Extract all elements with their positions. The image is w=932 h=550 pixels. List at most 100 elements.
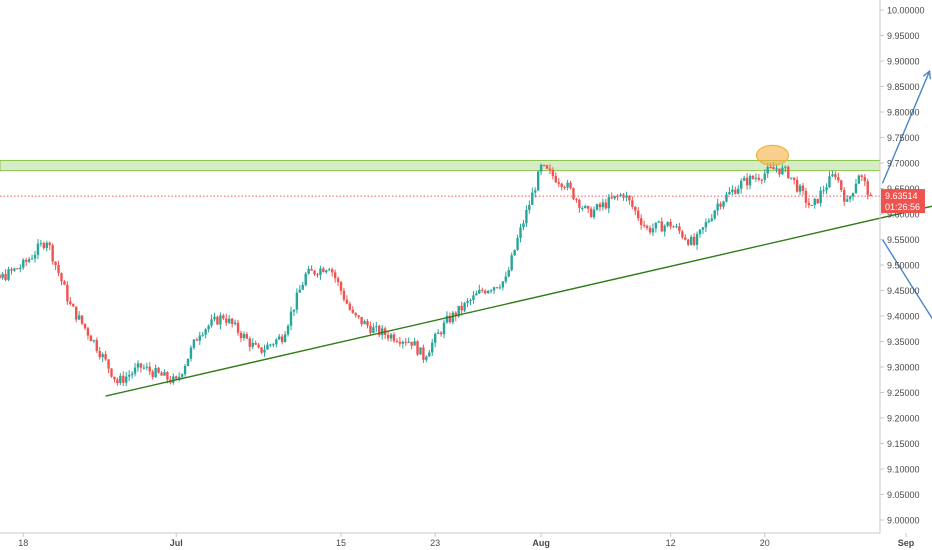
candlestick[interactable] xyxy=(619,193,622,197)
candlestick[interactable] xyxy=(857,174,861,184)
candlestick[interactable] xyxy=(713,209,716,221)
candlestick[interactable] xyxy=(678,222,681,235)
candlestick[interactable] xyxy=(681,230,684,240)
candlestick[interactable] xyxy=(419,347,422,355)
candlestick[interactable] xyxy=(157,367,160,374)
candlestick[interactable] xyxy=(166,371,169,384)
candlestick[interactable] xyxy=(822,185,825,195)
candlestick[interactable] xyxy=(189,345,193,362)
candlestick[interactable] xyxy=(792,177,796,185)
candlestick[interactable] xyxy=(372,323,375,334)
candlestick[interactable] xyxy=(431,339,434,356)
candlestick[interactable] xyxy=(416,340,419,357)
candlestick[interactable] xyxy=(42,241,46,250)
candlestick[interactable] xyxy=(304,271,307,287)
candlestick[interactable] xyxy=(298,285,302,293)
candlestick[interactable] xyxy=(33,250,37,263)
candlestick[interactable] xyxy=(654,222,658,233)
candlestick[interactable] xyxy=(575,197,578,203)
candlestick[interactable] xyxy=(22,258,25,270)
candlestick[interactable] xyxy=(834,171,837,180)
candlestick[interactable] xyxy=(260,347,263,355)
candlestick[interactable] xyxy=(57,260,60,277)
candlestick[interactable] xyxy=(113,376,116,383)
candlestick[interactable] xyxy=(828,171,831,188)
candlestick[interactable] xyxy=(845,195,849,202)
candlestick[interactable] xyxy=(280,334,284,345)
candlestick[interactable] xyxy=(592,206,596,220)
candlestick[interactable] xyxy=(80,315,84,326)
candlestick[interactable] xyxy=(10,267,13,275)
candlestick[interactable] xyxy=(787,165,790,179)
candlestick[interactable] xyxy=(854,178,858,194)
candlestick[interactable] xyxy=(448,312,452,324)
highlight-ellipse[interactable] xyxy=(755,144,790,166)
candlestick[interactable] xyxy=(254,340,257,346)
candlestick[interactable] xyxy=(404,338,407,346)
candlestick[interactable] xyxy=(322,266,325,273)
candlestick[interactable] xyxy=(651,223,655,237)
candlestick[interactable] xyxy=(684,234,687,241)
candlestick[interactable] xyxy=(122,371,125,387)
candlestick[interactable] xyxy=(328,267,331,271)
candlestick[interactable] xyxy=(89,334,93,342)
candlestick[interactable] xyxy=(130,371,134,379)
candlestick[interactable] xyxy=(763,169,766,183)
candlestick[interactable] xyxy=(831,170,834,178)
candlestick[interactable] xyxy=(484,289,487,295)
candlestick[interactable] xyxy=(342,287,346,302)
candlestick[interactable] xyxy=(554,172,558,184)
candlestick[interactable] xyxy=(813,197,816,209)
candlestick[interactable] xyxy=(425,355,428,363)
candlestick[interactable] xyxy=(737,185,740,195)
candlestick[interactable] xyxy=(283,331,287,343)
candlestick[interactable] xyxy=(401,340,405,349)
candlestick[interactable] xyxy=(210,314,213,328)
candlestick[interactable] xyxy=(172,373,175,385)
candlestick[interactable] xyxy=(507,266,510,278)
candlestick[interactable] xyxy=(528,200,531,214)
candlestick[interactable] xyxy=(24,257,28,267)
candlestick[interactable] xyxy=(557,178,560,188)
candlestick[interactable] xyxy=(104,350,107,361)
candlestick[interactable] xyxy=(125,371,128,387)
candlestick[interactable] xyxy=(742,175,746,182)
candlestick[interactable] xyxy=(222,313,225,321)
candlestick[interactable] xyxy=(139,363,143,373)
candlestick[interactable] xyxy=(407,337,410,344)
candlestick[interactable] xyxy=(489,289,493,294)
candlestick[interactable] xyxy=(289,306,293,331)
candlestick[interactable] xyxy=(145,362,149,371)
candlestick[interactable] xyxy=(486,289,490,294)
candlestick[interactable] xyxy=(460,301,463,316)
candlestick[interactable] xyxy=(433,332,437,348)
candlestick[interactable] xyxy=(386,330,390,342)
candlestick[interactable] xyxy=(613,195,616,201)
candlestick[interactable] xyxy=(563,185,566,190)
candlestick[interactable] xyxy=(469,298,472,306)
candlestick[interactable] xyxy=(522,219,525,231)
candlestick[interactable] xyxy=(707,218,711,224)
candlestick[interactable] xyxy=(333,269,337,283)
candlestick[interactable] xyxy=(177,372,181,382)
candlestick[interactable] xyxy=(801,182,805,196)
candlestick[interactable] xyxy=(695,231,699,250)
candlestick[interactable] xyxy=(778,168,781,178)
candlestick[interactable] xyxy=(648,225,652,235)
candlestick[interactable] xyxy=(610,192,613,200)
candlestick[interactable] xyxy=(313,269,316,276)
candlestick[interactable] xyxy=(569,180,572,190)
candlestick[interactable] xyxy=(675,223,678,229)
candlestick[interactable] xyxy=(7,266,10,282)
candlestick[interactable] xyxy=(560,182,563,191)
candlestick[interactable] xyxy=(295,288,299,314)
candlestick[interactable] xyxy=(307,265,310,275)
candlestick[interactable] xyxy=(163,369,166,376)
candlestick[interactable] xyxy=(354,312,357,318)
candlestick[interactable] xyxy=(492,286,496,294)
candlestick[interactable] xyxy=(798,183,802,196)
candlestick[interactable] xyxy=(69,296,72,306)
candlestick[interactable] xyxy=(816,198,819,205)
